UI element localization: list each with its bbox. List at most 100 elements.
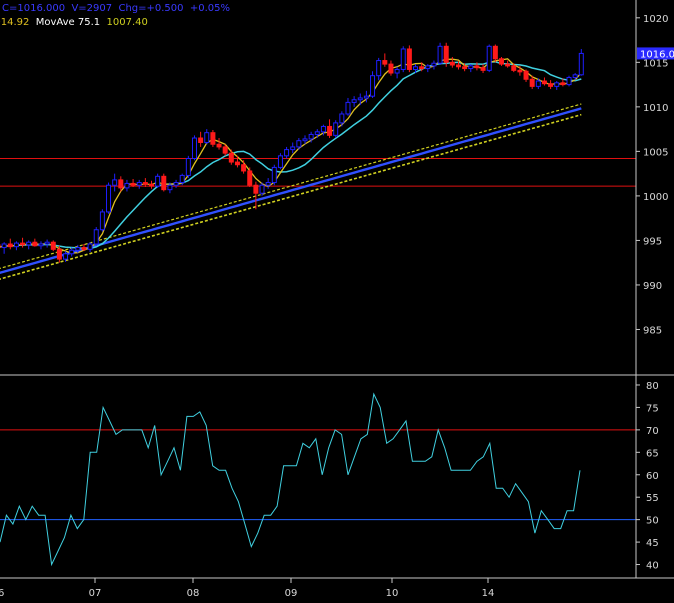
candle-body [210,132,216,145]
candle-body [535,80,541,87]
candle-body [357,97,363,101]
candle-body [413,66,419,70]
candle-body [443,45,449,63]
candle-body [327,125,333,136]
candle-body [112,179,118,186]
candle-body [216,143,222,148]
x-tick-label: 08 [187,588,200,599]
rsi-tick-label: 55 [646,493,659,504]
candle-body [548,83,554,87]
candle-body [456,64,461,68]
ma-mid [0,61,582,250]
candle-body [93,229,99,245]
candle-body [363,95,369,99]
x-tick-label: 14 [482,588,495,599]
candle-body [480,67,486,71]
candle-body [106,184,112,213]
candle-body [56,248,62,260]
candle-body [271,166,277,184]
candle-body [142,182,148,185]
candle-body [167,184,173,191]
candle-body [50,241,56,250]
candle-body [529,78,535,87]
rsi-tick-label: 70 [646,426,659,437]
candle-body [173,182,179,186]
candle-body [388,63,394,74]
candle-body [296,140,302,148]
quote-close: C=1016.000 [2,3,66,14]
price-tick-label: 1000 [643,192,668,203]
last-price-marker [637,47,674,60]
last-price-label: 1016.0 [640,49,674,60]
candle-body [554,82,560,87]
candle-body [462,66,468,70]
candle-body [505,63,511,67]
ma-slow-upper [0,107,582,275]
rsi-tick-label: 40 [646,561,659,572]
candle-body [382,60,388,65]
candle-body [320,125,326,133]
candle-body [314,131,320,135]
candle-body [425,65,431,70]
candle-body [75,247,81,251]
candle-body [437,45,443,64]
candle-body [44,241,50,245]
candle-body [99,211,105,231]
candle-body [302,138,308,142]
price-tick-label: 1005 [643,147,668,158]
candle-body [419,66,425,70]
rsi-tick-label: 50 [646,516,659,527]
candle-body [13,242,19,248]
price-tick-label: 995 [643,236,662,247]
candle-body [290,146,296,151]
candle-body [259,184,265,194]
candle-body [517,69,523,73]
candle-body [20,242,26,246]
candle-body [253,184,259,194]
candle-body [541,80,547,85]
candle-body [498,58,504,65]
x-tick-label: 09 [285,588,298,599]
candle-body [468,65,474,70]
candle-body [63,253,69,260]
x-tick-label: 10 [386,588,399,599]
candle-body [511,65,517,71]
candle-body [191,137,197,160]
rsi-line [0,392,581,567]
candle-body [32,241,38,247]
candle-body [560,82,566,86]
candle-body [155,175,161,187]
candle-body [265,182,271,186]
candle-body [26,241,32,246]
rsi-tick-label: 75 [646,403,659,414]
candle-body [185,158,191,176]
candle-body [81,247,87,250]
price-panel [0,42,636,280]
candle-body [284,149,290,157]
quote-change: Chg=+0.500 [118,3,184,14]
rsi-tick-label: 45 [646,538,659,549]
candle-body [351,99,357,103]
movave-label: MovAve 75.1 [35,17,101,28]
candle-body [136,182,142,186]
candle-body [339,113,345,124]
candle-body [345,101,351,115]
x-tick-label: 06 [0,588,4,599]
price-tick-label: 1015 [643,58,668,69]
candle-body [228,152,234,163]
candle-body [406,48,412,70]
candle-body [161,175,167,191]
candle-body [87,243,93,250]
price-tick-label: 1010 [643,103,668,114]
candle-body [1,243,7,249]
candle-body [149,183,154,187]
candle-body [234,161,240,166]
price-tick-label: 985 [643,325,662,336]
candle-body [241,164,247,172]
candle-body [204,132,210,143]
candle-body [69,249,75,255]
ma-slow-lower [0,113,582,280]
